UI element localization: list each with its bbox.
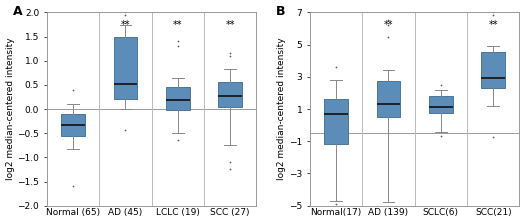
PathPatch shape (218, 83, 242, 107)
Y-axis label: log2 median-centered intensity: log2 median-centered intensity (6, 38, 15, 180)
Text: **: ** (173, 20, 183, 30)
PathPatch shape (61, 114, 85, 136)
PathPatch shape (324, 99, 348, 145)
PathPatch shape (113, 37, 137, 99)
Text: **: ** (121, 20, 130, 30)
PathPatch shape (166, 87, 190, 110)
Text: B: B (276, 5, 286, 18)
Text: **: ** (384, 20, 393, 30)
Text: **: ** (225, 20, 235, 30)
Y-axis label: log2 median-centered intensity: log2 median-centered intensity (277, 38, 286, 180)
Text: A: A (13, 5, 23, 18)
PathPatch shape (481, 52, 505, 88)
PathPatch shape (377, 81, 400, 117)
Text: **: ** (488, 20, 498, 30)
PathPatch shape (429, 96, 453, 113)
